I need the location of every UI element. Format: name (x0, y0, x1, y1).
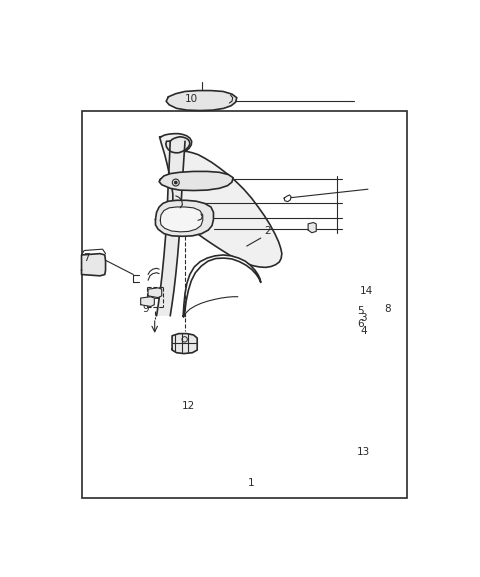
Text: 1: 1 (248, 478, 254, 488)
Polygon shape (160, 207, 203, 232)
Text: 8: 8 (384, 304, 391, 314)
Polygon shape (308, 223, 316, 233)
Text: 3: 3 (360, 313, 367, 323)
Text: 4: 4 (360, 327, 367, 336)
Text: 5: 5 (357, 306, 363, 316)
Polygon shape (183, 255, 261, 317)
Text: 10: 10 (185, 95, 198, 104)
Polygon shape (166, 91, 237, 111)
Polygon shape (82, 254, 106, 276)
Polygon shape (172, 334, 197, 354)
Text: 13: 13 (357, 447, 370, 457)
Polygon shape (156, 200, 214, 237)
Text: 9: 9 (143, 304, 149, 314)
Polygon shape (148, 288, 162, 298)
Polygon shape (159, 134, 282, 267)
Polygon shape (159, 171, 233, 190)
Polygon shape (166, 137, 190, 153)
Text: 7: 7 (84, 253, 90, 263)
Text: 11: 11 (148, 291, 161, 301)
Polygon shape (141, 297, 155, 306)
Text: 14: 14 (360, 286, 373, 297)
Polygon shape (156, 141, 185, 316)
Text: 12: 12 (181, 401, 194, 411)
Circle shape (175, 181, 177, 183)
Bar (82, 111, 407, 498)
Text: 2: 2 (264, 226, 271, 237)
Text: 6: 6 (357, 319, 363, 329)
